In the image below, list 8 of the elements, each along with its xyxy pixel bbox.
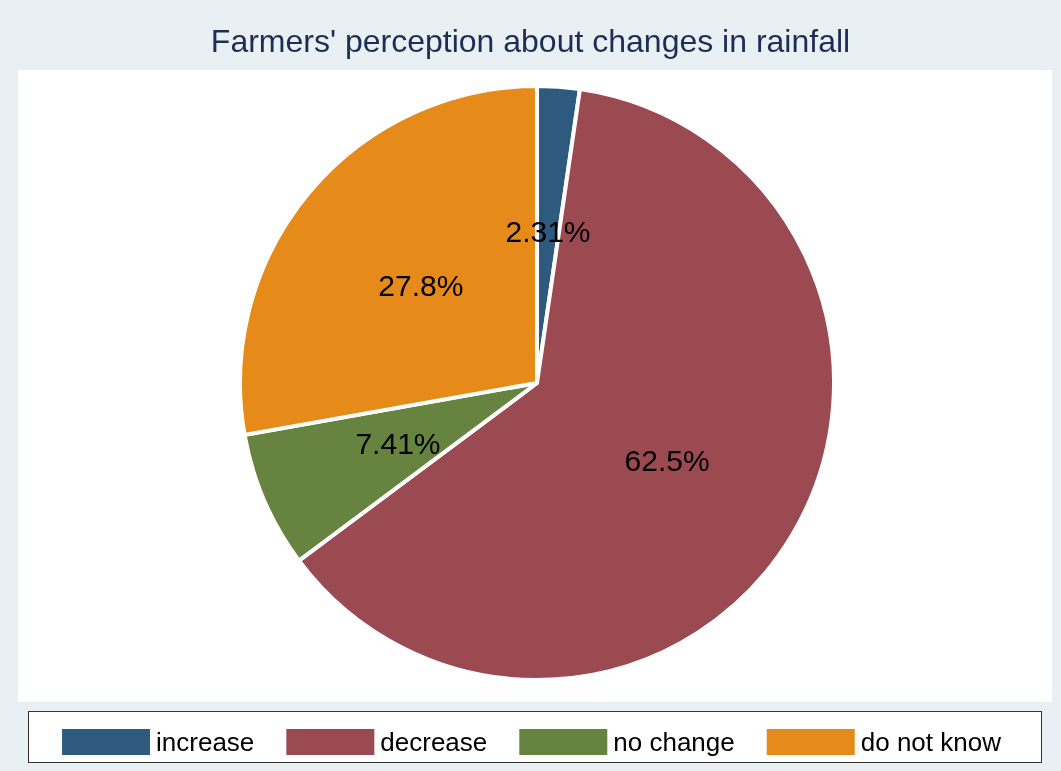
legend-label: increase — [156, 727, 255, 757]
legend-label: do not know — [860, 727, 1002, 757]
legend-label: no change — [613, 727, 735, 757]
data-label: 27.8% — [378, 269, 464, 303]
legend-label: decrease — [380, 727, 488, 757]
chart-title: Farmers' perception about changes in rainfall — [210, 23, 851, 59]
data-label: 62.5% — [624, 444, 710, 478]
data-label: 7.41% — [355, 426, 441, 460]
